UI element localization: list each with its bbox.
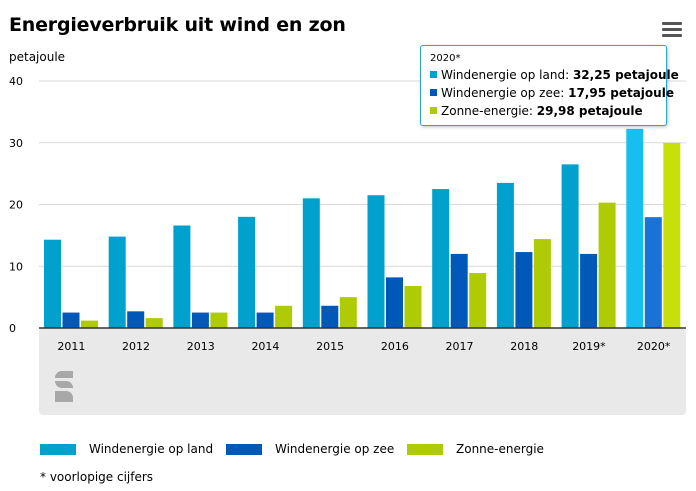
bar[interactable] (145, 318, 163, 328)
bar[interactable] (108, 236, 126, 328)
bar[interactable] (663, 142, 681, 328)
tooltip-row: Windenergie op land: 32,25 petajoule (430, 66, 679, 84)
menu-bar (662, 28, 682, 31)
bar[interactable] (173, 225, 191, 328)
x-tick-label: 2014 (251, 340, 279, 353)
x-tick-label: 2020* (637, 340, 671, 353)
legend-item-wind-sea[interactable]: Windenergie op zee (226, 440, 394, 458)
x-tick-label: 2016 (381, 340, 409, 353)
bar[interactable] (210, 312, 228, 328)
x-tick-label: 2015 (316, 340, 344, 353)
x-tick-label: 2011 (57, 340, 85, 353)
bar[interactable] (367, 195, 385, 328)
y-axis-label: petajoule (9, 50, 65, 64)
y-tick-label: 0 (9, 322, 16, 335)
tooltip-row: Zonne-energie: 29,98 petajoule (430, 102, 666, 120)
tooltip-value: 17,95 petajoule (568, 86, 674, 100)
legend-item-solar[interactable]: Zonne-energie (407, 440, 544, 458)
bar[interactable] (321, 305, 339, 328)
bar[interactable] (404, 286, 422, 328)
menu-bar (662, 34, 682, 37)
bar[interactable] (598, 202, 616, 328)
legend-label: Zonne-energie (456, 442, 544, 456)
bar[interactable] (644, 217, 662, 328)
y-tick-label: 40 (9, 75, 23, 88)
bar[interactable] (44, 239, 61, 328)
y-tick-label: 30 (9, 137, 23, 150)
tooltip-row: Windenergie op zee: 17,95 petajoule (430, 84, 674, 102)
bar[interactable] (191, 312, 209, 328)
bar[interactable] (432, 189, 450, 328)
tooltip-heading: 2020* (430, 53, 461, 64)
chart-plot: petajoule 0 10 20 30 40 2011 2012 2013 2014 2015… (9, 50, 686, 415)
y-tick-label: 20 (9, 199, 23, 212)
footnote: * voorlopige cijfers (40, 470, 154, 484)
bar[interactable] (62, 312, 80, 328)
bar[interactable] (515, 252, 533, 328)
x-tick-label: 2019* (572, 340, 606, 353)
legend-swatch (226, 443, 262, 455)
y-tick-label: 10 (9, 260, 23, 273)
tooltip-value: 29,98 petajoule (536, 104, 643, 118)
x-tick-label: 2017 (446, 340, 474, 353)
x-tick-label: 2018 (510, 340, 538, 353)
x-axis-band (39, 328, 686, 415)
bar[interactable] (533, 239, 551, 328)
legend-label: Windenergie op land (89, 442, 214, 456)
bar[interactable] (561, 164, 579, 328)
bar[interactable] (339, 297, 357, 328)
menu-bar (662, 22, 682, 25)
chart-menu-icon[interactable] (662, 22, 682, 38)
cbs-logo-icon (55, 371, 73, 402)
legend-label: Windenergie op zee (275, 442, 395, 456)
legend-swatch (40, 443, 76, 455)
tooltip-dot (430, 71, 437, 78)
bar[interactable] (450, 253, 468, 328)
bar[interactable] (127, 311, 145, 328)
bar[interactable] (256, 312, 274, 328)
bar[interactable] (81, 320, 98, 328)
bar[interactable] (469, 273, 487, 328)
tooltip-dot (430, 89, 437, 96)
bar[interactable] (496, 182, 514, 328)
chart-title: Energieverbruik uit wind en zon (9, 14, 346, 36)
legend-item-wind-land[interactable]: Windenergie op land (40, 440, 213, 458)
x-tick-label: 2012 (122, 340, 150, 353)
bar[interactable] (275, 305, 293, 328)
tooltip-label: Zonne-energie: (441, 104, 537, 118)
x-tick-label: 2013 (187, 340, 215, 353)
bar[interactable] (386, 277, 403, 328)
bar[interactable] (238, 216, 256, 328)
legend-swatch (407, 443, 443, 455)
tooltip-label: Windenergie op land: (441, 68, 573, 82)
bar[interactable] (580, 253, 598, 328)
tooltip-value: 32,25 petajoule (572, 68, 679, 82)
bar[interactable] (302, 198, 320, 328)
tooltip-dot (430, 107, 437, 114)
tooltip-label: Windenergie op zee: (441, 86, 569, 100)
bar[interactable] (626, 128, 644, 328)
tooltip: 2020* Windenergie op land: 32,25 petajou… (420, 45, 679, 126)
